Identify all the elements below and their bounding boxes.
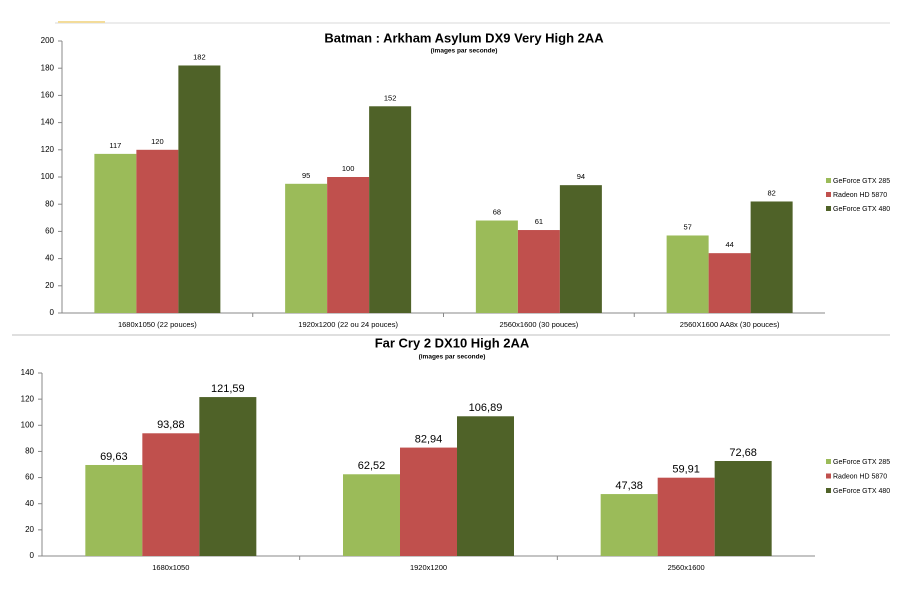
value-label: 82 — [767, 188, 775, 197]
x-tick-label: 2560x1600 — [668, 563, 705, 572]
x-tick-label: 1920x1200 — [410, 563, 447, 572]
legend-swatch — [826, 473, 831, 479]
value-label: 117 — [109, 141, 121, 150]
bar — [136, 149, 179, 313]
y-tick-label: 60 — [25, 473, 34, 482]
bar — [343, 474, 400, 556]
bar — [559, 185, 602, 313]
y-tick-label: 140 — [41, 118, 55, 127]
bar — [327, 177, 370, 313]
y-tick-label: 40 — [25, 499, 34, 508]
y-tick-label: 120 — [21, 394, 35, 403]
bar — [400, 447, 457, 556]
y-tick-label: 160 — [41, 91, 55, 100]
value-label: 69,63 — [100, 451, 128, 463]
chart-title: Batman : Arkham Asylum DX9 Very High 2AA — [324, 30, 604, 45]
y-tick-label: 100 — [21, 420, 35, 429]
value-label: 182 — [193, 52, 206, 61]
y-tick-label: 0 — [30, 551, 35, 560]
legend-label: Radeon HD 5870 — [833, 473, 887, 480]
y-tick-label: 140 — [21, 368, 35, 377]
value-label: 100 — [342, 164, 355, 173]
value-label: 44 — [725, 240, 733, 249]
value-label: 62,52 — [358, 460, 386, 472]
legend-label: GeForce GTX 480 — [833, 206, 890, 213]
bar — [657, 477, 715, 556]
legend-swatch — [826, 206, 831, 211]
bar — [666, 235, 709, 313]
bar — [142, 433, 200, 556]
value-label: 61 — [535, 217, 543, 226]
bar — [475, 220, 518, 313]
value-label: 57 — [683, 222, 691, 231]
value-label: 106,89 — [469, 402, 503, 414]
y-tick-label: 60 — [45, 227, 54, 236]
value-label: 93,88 — [157, 419, 185, 431]
bar — [457, 416, 514, 556]
y-tick-label: 180 — [41, 63, 55, 72]
value-label: 121,59 — [211, 383, 245, 395]
legend-swatch — [826, 488, 831, 493]
x-tick-label: 1680x1050 — [152, 563, 189, 572]
value-label: 120 — [151, 137, 164, 146]
legend-label: GeForce GTX 480 — [833, 488, 890, 495]
bar — [94, 153, 137, 313]
legend-swatch — [826, 192, 831, 197]
x-tick-label: 2560X1600 AA8x (30 pouces) — [680, 320, 780, 329]
legend-swatch — [826, 178, 831, 183]
bar — [85, 464, 143, 556]
bar — [285, 183, 328, 313]
bar — [517, 230, 560, 313]
bar — [369, 106, 412, 313]
y-tick-label: 100 — [41, 172, 55, 181]
x-tick-label: 2560x1600 (30 pouces) — [499, 320, 578, 329]
value-label: 47,38 — [615, 480, 643, 492]
y-tick-label: 0 — [50, 308, 55, 317]
y-tick-label: 120 — [41, 145, 55, 154]
value-label: 59,91 — [672, 464, 700, 476]
x-tick-label: 1680x1050 (22 pouces) — [118, 320, 197, 329]
value-label: 82,94 — [415, 433, 443, 445]
value-label: 68 — [493, 208, 501, 217]
chart-title: Far Cry 2 DX10 High 2AA — [375, 335, 530, 350]
y-tick-label: 20 — [25, 525, 34, 534]
legend-label: GeForce GTX 285 — [833, 178, 890, 185]
bar — [714, 460, 772, 556]
value-label: 94 — [577, 172, 585, 181]
legend-label: GeForce GTX 285 — [833, 459, 890, 466]
bar — [178, 65, 221, 313]
x-tick-label: 1920x1200 (22 ou 24 pouces) — [298, 320, 398, 329]
value-label: 95 — [302, 171, 310, 180]
legend-label: Radeon HD 5870 — [833, 192, 887, 199]
y-tick-label: 80 — [25, 447, 34, 456]
bar — [750, 201, 793, 313]
bar — [199, 397, 257, 556]
chart-subtitle: (images par seconde) — [431, 48, 498, 55]
y-tick-label: 20 — [45, 281, 54, 290]
y-tick-label: 80 — [45, 199, 54, 208]
value-label: 152 — [384, 93, 397, 102]
bar — [708, 253, 751, 313]
value-label: 72,68 — [729, 447, 757, 459]
legend-swatch — [826, 459, 831, 464]
y-tick-label: 40 — [45, 254, 54, 263]
chart-subtitle: (images par seconde) — [419, 354, 486, 361]
y-tick-label: 200 — [41, 36, 55, 45]
bar — [600, 494, 658, 556]
